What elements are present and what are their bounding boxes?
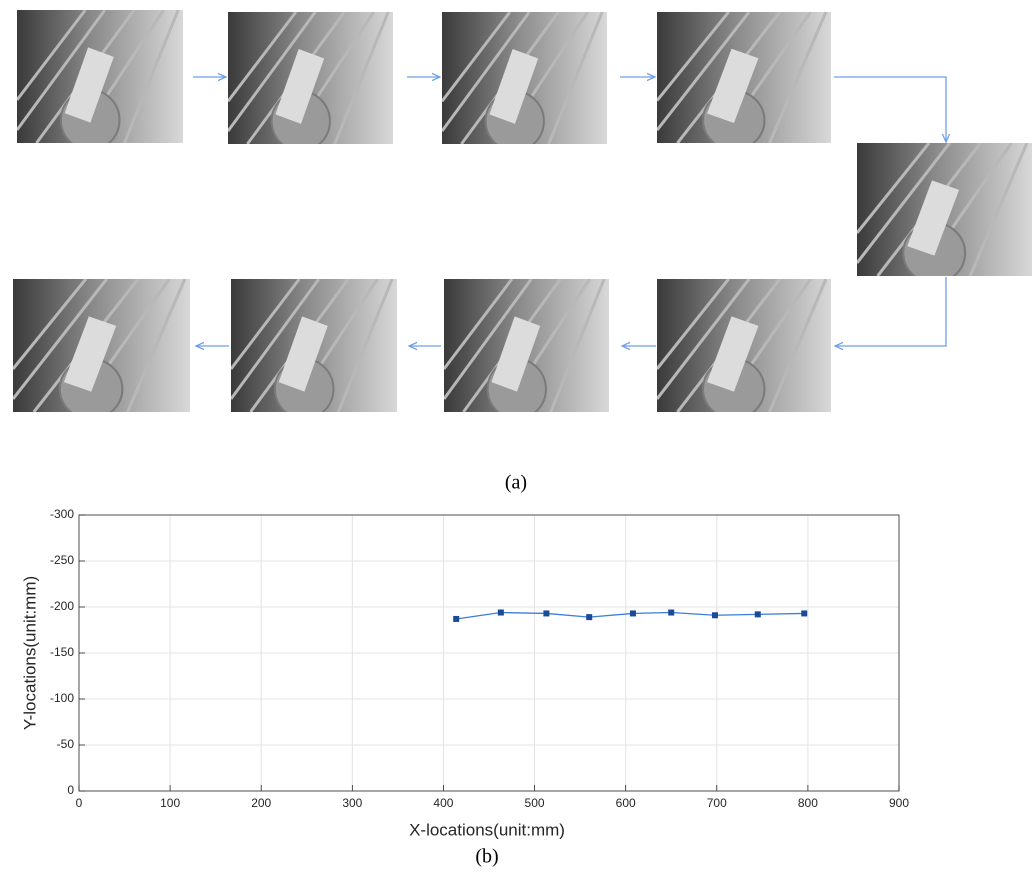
y-tick-label: -200 bbox=[50, 599, 74, 613]
image-sequence bbox=[13, 10, 1032, 412]
arrow bbox=[834, 76, 946, 142]
y-tick-label: -300 bbox=[50, 507, 74, 521]
data-point bbox=[497, 609, 504, 616]
frame-image bbox=[228, 12, 393, 144]
panel-label: (b) bbox=[475, 846, 498, 868]
y-tick-label: -50 bbox=[57, 737, 75, 751]
data-point bbox=[629, 610, 636, 617]
frame-image bbox=[657, 279, 831, 412]
arrow bbox=[835, 277, 947, 346]
x-tick-label: 500 bbox=[525, 796, 545, 810]
x-tick-label: 900 bbox=[889, 796, 909, 810]
frame-image bbox=[442, 12, 607, 144]
frame-image bbox=[444, 279, 609, 412]
frame-image bbox=[13, 279, 190, 412]
x-tick-label: 100 bbox=[160, 796, 180, 810]
data-point bbox=[543, 610, 550, 617]
x-tick-label: 300 bbox=[342, 796, 362, 810]
x-axis-title: X-locations(unit:mm) bbox=[409, 820, 565, 839]
x-tick-label: 200 bbox=[251, 796, 271, 810]
frame-image bbox=[17, 10, 183, 143]
data-point bbox=[586, 614, 593, 621]
data-point bbox=[668, 609, 675, 616]
x-tick-label: 700 bbox=[707, 796, 727, 810]
y-axis-title: Y-locations(unit:mm) bbox=[20, 576, 39, 730]
frame-image bbox=[657, 12, 831, 143]
data-point bbox=[754, 611, 761, 618]
frame-image bbox=[231, 279, 397, 412]
plot bbox=[453, 609, 808, 622]
plot-frame bbox=[78, 514, 900, 792]
y-tick-label: 0 bbox=[67, 783, 74, 797]
data-point bbox=[453, 615, 460, 622]
data-point bbox=[711, 612, 718, 619]
panel-label: (a) bbox=[505, 472, 527, 494]
x-tick-label: 800 bbox=[798, 796, 818, 810]
y-tick-label: -150 bbox=[50, 645, 74, 659]
x-tick-label: 600 bbox=[616, 796, 636, 810]
data-point bbox=[801, 610, 808, 617]
y-tick-label: -100 bbox=[50, 691, 74, 705]
y-tick-label: -250 bbox=[50, 553, 74, 567]
x-tick-label: 400 bbox=[433, 796, 453, 810]
frame-image bbox=[857, 143, 1032, 276]
x-tick-label: 0 bbox=[76, 796, 83, 810]
